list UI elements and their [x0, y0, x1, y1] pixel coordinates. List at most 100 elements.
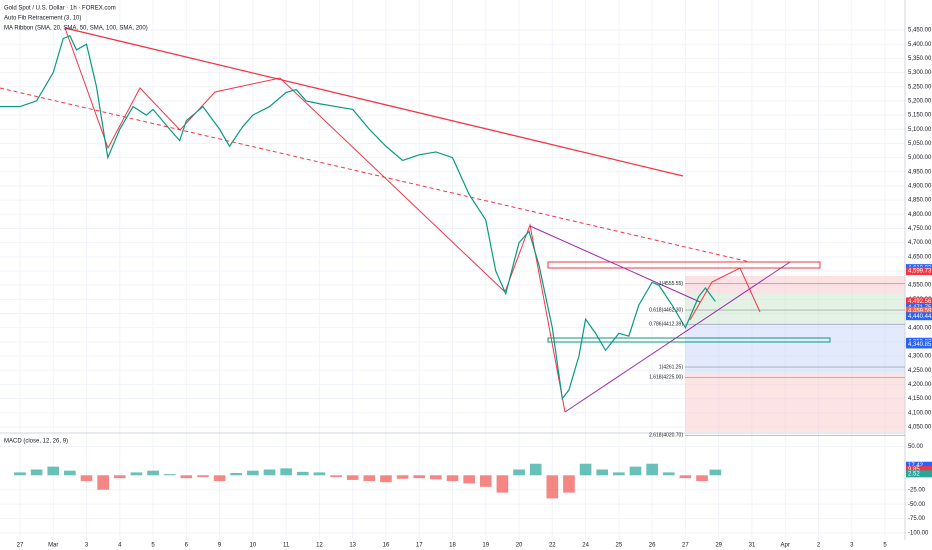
macd-bar: [613, 472, 625, 476]
y-tick-label: 4,400.00: [908, 325, 932, 331]
macd-bar: [97, 475, 109, 490]
y-tick-label: 4,700.00: [908, 240, 932, 246]
macd-bar: [230, 472, 243, 476]
macd-bar: [396, 475, 409, 479]
y-tick-label: 5,000.00: [908, 155, 932, 161]
x-tick-label: 29: [715, 543, 722, 549]
macd-bar: [147, 470, 159, 476]
macd-bar: [679, 475, 692, 479]
y-tick-label: 4,250.00: [908, 368, 932, 374]
macd-bar: [430, 475, 442, 480]
value-tag: [906, 461, 932, 469]
value-tag-label: 9.85: [908, 467, 920, 473]
y-tick-label: 4,150.00: [908, 396, 932, 402]
y-tick-label: 4,850.00: [908, 198, 932, 204]
y-tick-label: 5,200.00: [908, 98, 932, 104]
trendline: [529, 225, 701, 303]
y-tick-label: -75.00: [908, 516, 926, 522]
x-tick-label: 10: [250, 543, 257, 549]
y-tick-label: 5,400.00: [908, 42, 932, 48]
x-tick-label: 25: [616, 543, 623, 549]
fib-label: 1(4261.25): [659, 364, 684, 370]
macd-bar: [296, 471, 309, 476]
zigzag: [64, 27, 566, 413]
fib-zone: [685, 374, 905, 432]
x-tick-label: 19: [482, 543, 489, 549]
x-tick-label: 17: [416, 543, 423, 549]
y-tick-label: 5,050.00: [908, 141, 932, 147]
x-tick-label: 31: [749, 543, 756, 549]
x-tick-label: 3: [850, 543, 854, 549]
y-tick-label: -25.00: [908, 487, 926, 493]
x-tick-label: 27: [17, 543, 24, 549]
indicator-label: Auto Fib Retracement (3, 10): [4, 16, 81, 22]
macd-bar: [30, 469, 43, 476]
price-tag-label: 4,340.85: [908, 342, 932, 348]
macd-bar: [446, 475, 459, 482]
x-tick-label: 16: [383, 543, 390, 549]
fib-label: 1(4555.55): [659, 281, 684, 287]
fib-zone: [685, 324, 905, 374]
macd-bar: [413, 475, 426, 479]
x-tick-label: 12: [316, 543, 323, 549]
macd-bar: [263, 469, 276, 476]
value-tag: [906, 470, 932, 478]
y-tick-label: 4,100.00: [908, 410, 932, 416]
macd-bar: [14, 472, 26, 476]
macd-bar: [662, 472, 675, 476]
value-tag: [906, 466, 932, 474]
value-tag-label: 17.42: [908, 463, 924, 469]
y-tick-label: 4,650.00: [908, 254, 932, 260]
macd-bar: [113, 475, 126, 479]
fib-label: 0.786(4412.39): [649, 322, 683, 328]
y-tick-label: -50.00: [908, 502, 926, 508]
indicator-label: MACD (close, 12, 26, 9): [4, 439, 68, 445]
indicator-label: MA Ribbon (SMA, 20, SMA, 50, SMA, 100, S…: [4, 26, 148, 32]
y-tick-label: 4,950.00: [908, 169, 932, 175]
x-tick-label: 6: [185, 543, 189, 549]
price-tag: [906, 267, 932, 276]
price-tag-label: 4,459.59: [908, 308, 932, 314]
fib-label: 1.618(4225.00): [649, 375, 683, 381]
price-tag: [906, 340, 932, 349]
macd-bar: [563, 475, 575, 493]
x-tick-label: 11: [283, 543, 290, 549]
y-tick-label: 5,100.00: [908, 127, 932, 133]
macd-bar: [213, 475, 226, 482]
macd-bar: [479, 475, 492, 487]
macd-bar: [197, 475, 209, 478]
macd-bar: [529, 463, 542, 476]
price-line: [0, 34, 716, 401]
macd-bar: [280, 468, 292, 476]
y-tick-label: 4,900.00: [908, 184, 932, 190]
macd-bar: [330, 475, 342, 478]
x-tick-label: 13: [349, 543, 356, 549]
macd-bar: [709, 469, 722, 476]
x-tick-label: 18: [449, 543, 456, 549]
macd-bar: [629, 466, 642, 476]
macd-bar: [696, 475, 708, 482]
fib-zone: [685, 276, 905, 294]
macd-bar: [80, 475, 93, 482]
y-tick-label: 4,750.00: [908, 226, 932, 232]
fib-label: 2.618(4020.70): [649, 433, 683, 439]
x-tick-label: 4: [118, 543, 122, 549]
chart-title: Gold Spot / U.S. Dollar · 1h · FOREX.com: [4, 6, 116, 12]
x-tick-label: 5: [883, 543, 887, 549]
macd-bar: [346, 475, 359, 480]
x-tick-label: 3: [85, 543, 89, 549]
resistance-box: [547, 261, 821, 269]
macd-bar: [180, 475, 193, 479]
x-tick-label: 27: [682, 543, 689, 549]
fib-zone: [685, 294, 905, 324]
price-tag-label: 4,440.44: [908, 314, 932, 320]
macd-bar: [64, 470, 76, 476]
macd-bar: [646, 463, 658, 476]
fib-label: 0.618(4462.30): [649, 307, 683, 313]
macd-bar: [363, 475, 376, 482]
y-tick-label: 5,250.00: [908, 84, 932, 90]
x-tick-label: Mar: [48, 543, 58, 549]
y-tick-label: 5,150.00: [908, 113, 932, 119]
macd-bar: [579, 463, 592, 476]
